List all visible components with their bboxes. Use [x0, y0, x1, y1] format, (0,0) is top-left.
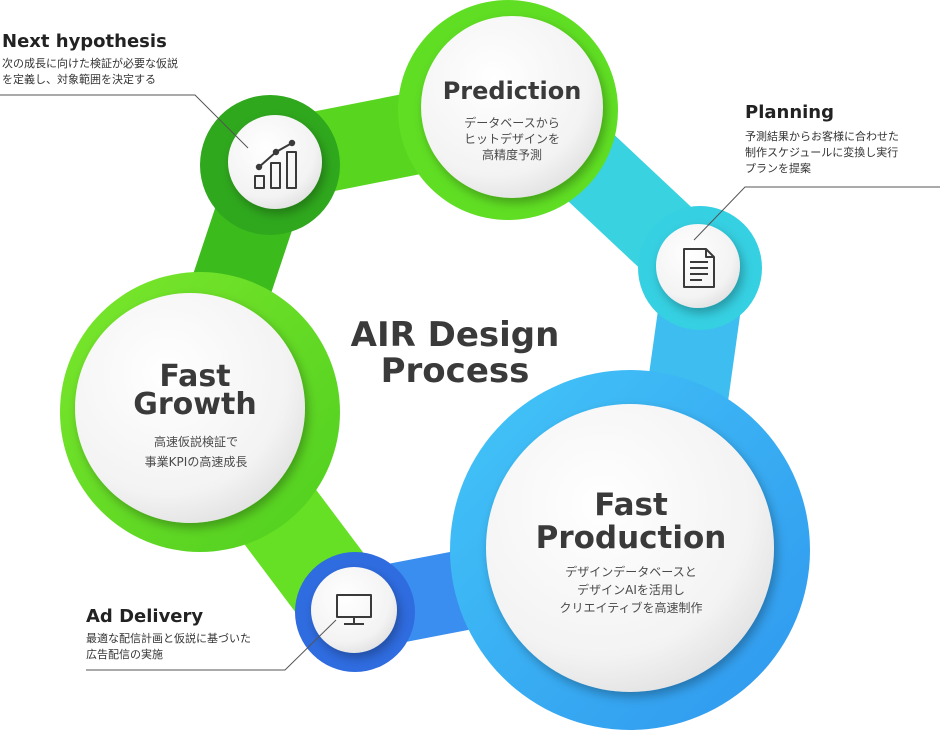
fast-production-disc: [486, 404, 774, 692]
planning-desc-2: 制作スケジュールに変換し実行: [745, 145, 898, 159]
center-title-line2: Process: [381, 351, 530, 391]
next-hypothesis-heading: Next hypothesis: [2, 31, 167, 52]
next-hypothesis-leader: [0, 94, 249, 149]
prediction-title: Prediction: [443, 77, 582, 105]
document-icon: [683, 248, 715, 288]
planning-desc-1: 予測結果からお客様に合わせた: [745, 129, 899, 143]
prediction-desc-1: データベースから: [464, 115, 559, 130]
fast-production-desc-1: デザインデータベースと: [565, 564, 696, 579]
prediction-desc-3: 高精度予測: [482, 147, 542, 162]
planning-heading: Planning: [745, 102, 834, 123]
ad-delivery-desc-1: 最適な配信計画と仮説に基づいた: [86, 631, 251, 645]
ad-delivery-disc: [311, 567, 397, 653]
ad-delivery-desc-2: 広告配信の実施: [86, 647, 163, 661]
planning-leader: [693, 186, 940, 241]
prediction-desc-2: ヒットデザインを: [464, 131, 560, 146]
bar-chart-trend-icon: [254, 139, 297, 189]
planning-desc-3: プランを提案: [745, 161, 811, 175]
fast-growth-disc: [75, 293, 305, 523]
prediction-disc: [421, 16, 603, 198]
fast-growth-desc-1: 高速仮説検証で: [154, 434, 238, 449]
next-hypothesis-desc-2: を定義し、対象範囲を決定する: [2, 72, 156, 86]
planning-disc: [656, 224, 740, 308]
node-discs: [75, 16, 774, 692]
ad-delivery-heading: Ad Delivery: [86, 606, 203, 627]
fast-production-title-2: Production: [536, 520, 727, 556]
center-title-line1: AIR Design: [351, 315, 560, 355]
fast-production-title-1: Fast: [594, 487, 668, 523]
fast-growth-title-1: Fast: [159, 359, 230, 394]
fast-growth-desc-2: 事業KPIの高速成長: [145, 454, 248, 469]
monitor-icon: [336, 594, 372, 625]
fast-growth-title-2: Growth: [133, 387, 256, 422]
fast-production-desc-3: クリエイティブを高速制作: [559, 600, 702, 615]
next-hypothesis-desc-1: 次の成長に向けた検証が必要な仮説: [2, 56, 178, 70]
ad-delivery-leader: [86, 619, 337, 671]
fast-production-desc-2: デザインAIを活用し: [577, 582, 685, 597]
callout-lines: [0, 94, 940, 671]
